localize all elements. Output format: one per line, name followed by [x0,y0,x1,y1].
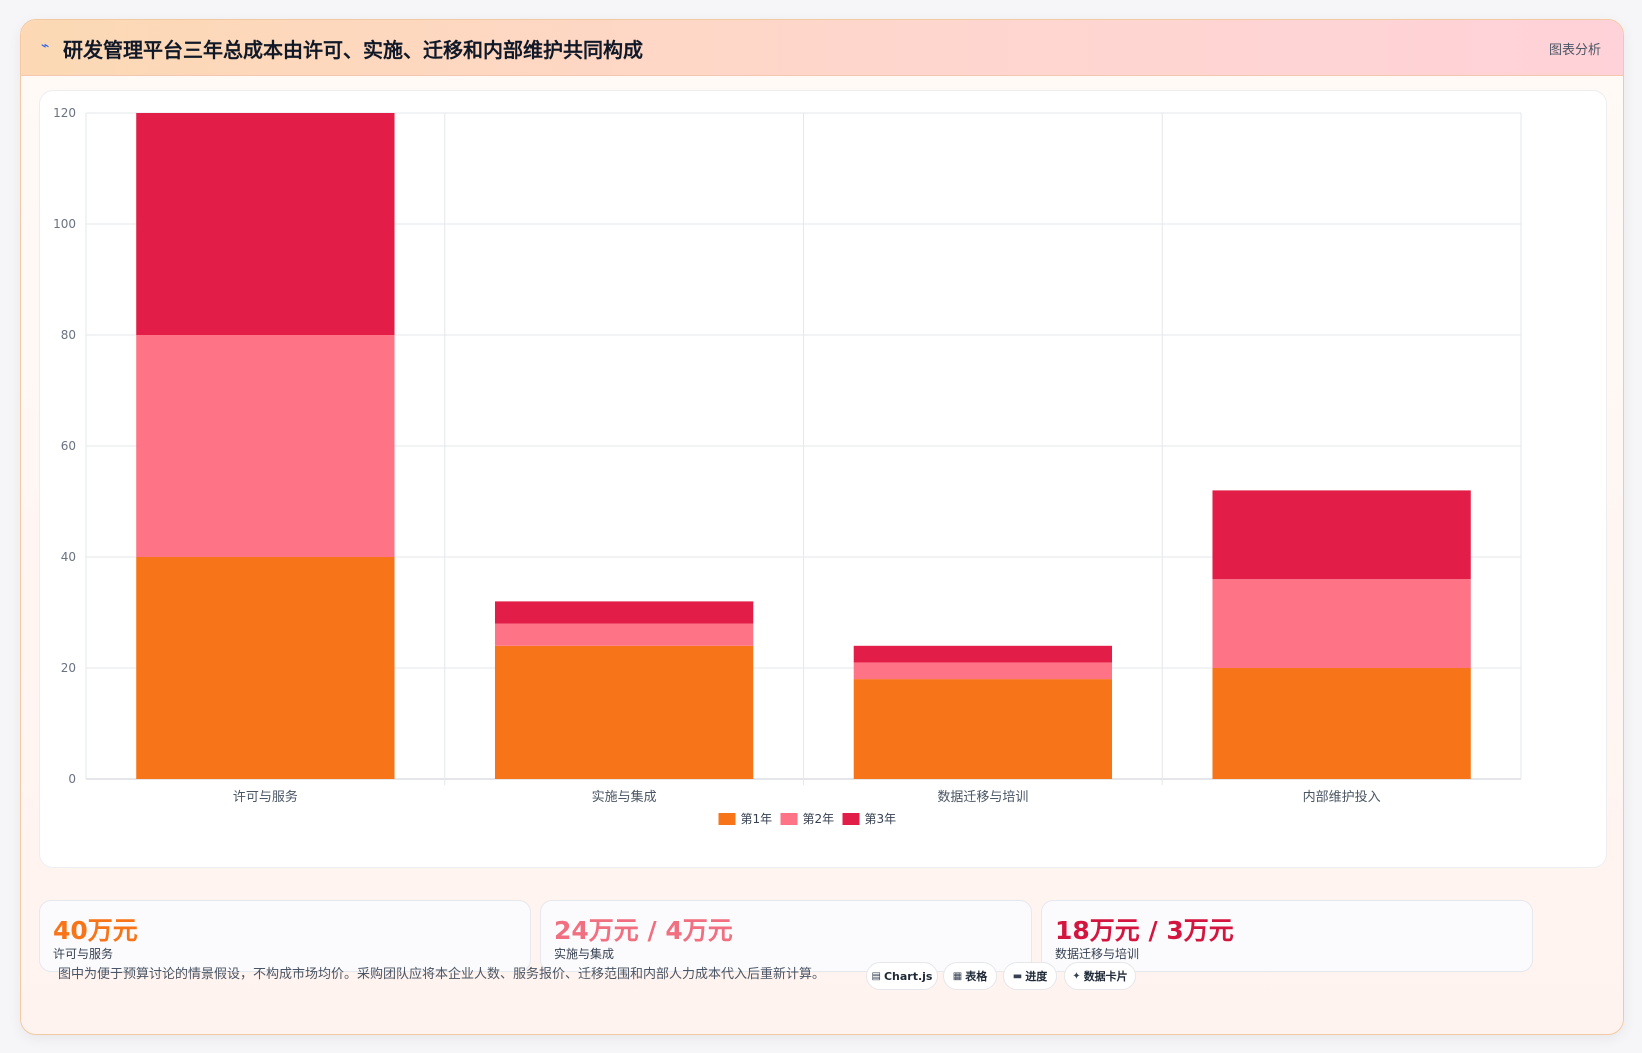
bar-segment [494,623,754,646]
card-header: ⌁ 研发管理平台三年总成本由许可、实施、迁移和内部维护共同构成 图表分析 [21,20,1623,76]
legend-swatch [842,813,860,825]
legend-swatch [718,813,736,825]
bar-segment [853,662,1113,680]
bar-segment [1212,668,1471,779]
kpi-label: 实施与集成 [554,947,615,961]
kpi-label: 数据迁移与培训 [1055,947,1140,961]
bar-segment [853,645,1113,663]
x-tick-label: 实施与集成 [592,789,657,805]
stacked-bar-chart: 0 20 40 60 80 100 120 许可与服务 实施与集成 数据迁移与培训 内部维护投入第1… [53,106,1522,826]
y-tick-label: 120 [53,106,76,120]
legend-label: 第3年 [865,812,897,826]
y-tick-label: 20 [61,661,76,675]
chip-chartjs[interactable]: ▤ Chart.js [866,962,938,990]
kpi-label: 许可与服务 [53,947,114,961]
chart-title: 研发管理平台三年总成本由许可、实施、迁移和内部维护共同构成 [63,38,643,62]
kpi-value: 18万元 / 3万元 [1055,916,1234,945]
kpi-value: 24万元 / 4万元 [554,916,733,945]
chart-line-icon: ⌁ [41,38,50,54]
kpi-card-migration: 18万元 / 3万元 数据迁移与培训 [1041,900,1533,972]
chip-label: Chart.js [883,969,933,983]
bar-segment [136,557,395,779]
chart-panel: 0 20 40 60 80 100 120 许可与服务 实施与集成 数据迁移与培训 内部维护投入第1… [39,90,1607,868]
table-icon: ▦ [952,970,963,982]
y-tick-label: 80 [61,328,76,342]
report-card: ⌁ 研发管理平台三年总成本由许可、实施、迁移和内部维护共同构成 图表分析 0 20… [20,19,1624,1035]
chip-progress[interactable]: ▬ 进度 [1003,962,1057,990]
chip-data-card[interactable]: ✦ 数据卡片 [1064,962,1136,990]
progress-icon: ▬ [1012,970,1023,982]
bar-segment [1212,579,1471,668]
chip-label: 数据卡片 [1083,970,1128,983]
footnote: 图中为便于预算讨论的情景假设，不构成市场均价。采购团队应将本企业人数、服务报价、… [58,967,826,982]
chip-label: 表格 [965,970,988,983]
bar-segment [853,679,1113,779]
y-tick-label: 100 [53,217,76,231]
kpi-card-implementation: 24万元 / 4万元 实施与集成 [540,900,1032,972]
bar-segment [136,335,395,557]
x-tick-label: 许可与服务 [233,789,298,805]
bar-segment [136,113,395,335]
legend-swatch [780,813,798,825]
legend-label: 第2年 [803,812,835,826]
bar-segment [494,645,754,779]
y-tick-label: 40 [61,550,76,564]
chip-table[interactable]: ▦ 表格 [943,962,997,990]
chip-label: 进度 [1025,970,1048,983]
chart-icon: ▤ [871,970,881,982]
x-tick-label: 内部维护投入 [1303,789,1381,805]
kpi-value: 40万元 [53,916,138,945]
sparkle-icon: ✦ [1072,970,1081,982]
bar-segment [494,601,754,624]
y-tick-label: 0 [68,772,76,786]
x-tick-label: 数据迁移与培训 [937,789,1028,805]
legend-label: 第1年 [741,812,773,826]
y-tick-label: 60 [61,439,76,453]
header-tag: 图表分析 [1548,43,1601,58]
bar-segment [1212,490,1471,580]
kpi-card-license: 40万元 许可与服务 [39,900,531,972]
